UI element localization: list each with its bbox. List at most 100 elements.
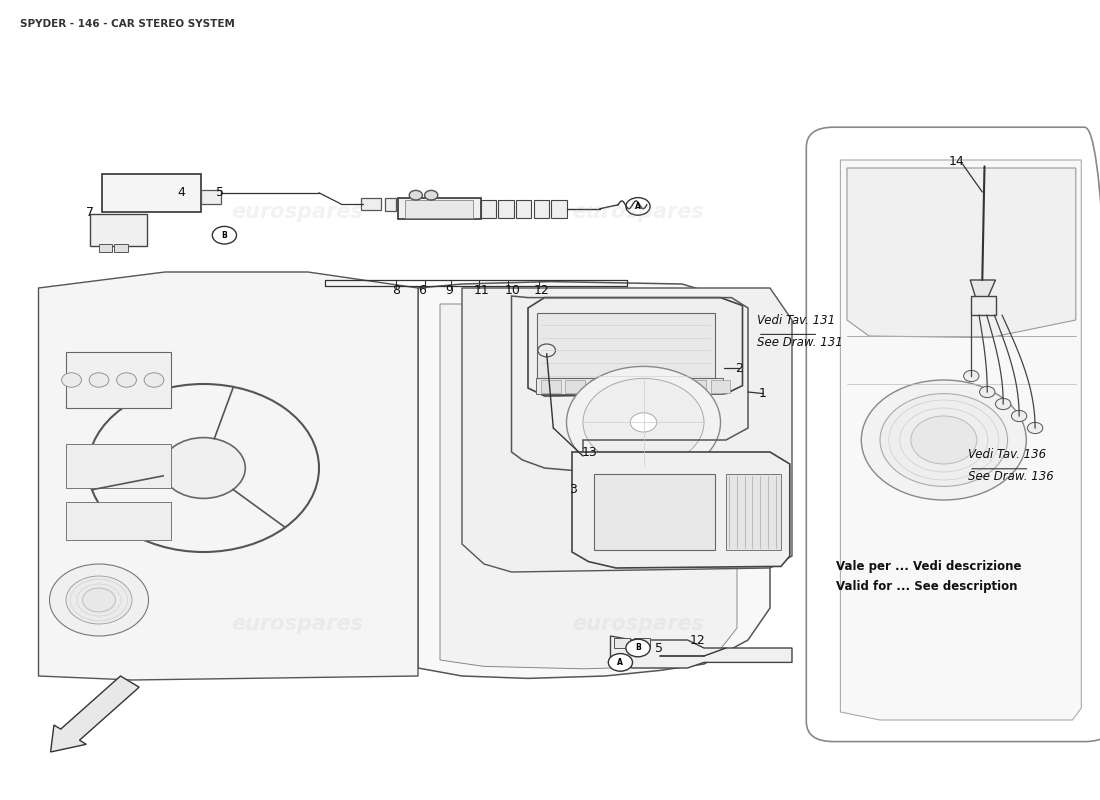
Circle shape [409,190,422,200]
Circle shape [880,394,1008,486]
Bar [565,380,585,393]
Text: Vedi Tav. 131: Vedi Tav. 131 [757,314,835,326]
Text: 14: 14 [949,155,965,168]
Bar [516,200,531,218]
Polygon shape [840,160,1081,720]
Text: B: B [221,230,228,240]
Circle shape [964,370,979,382]
Polygon shape [39,272,418,680]
Bar [385,198,396,211]
Circle shape [62,373,81,387]
Text: A: A [635,202,641,211]
Bar [971,296,996,315]
Text: 12: 12 [690,634,705,646]
Circle shape [608,654,632,671]
Bar [66,352,170,408]
Polygon shape [572,452,790,568]
Bar [398,198,481,219]
Circle shape [979,386,996,398]
Bar [102,174,201,212]
Bar [634,638,650,648]
Text: eurospares: eurospares [572,202,704,222]
Text: 13: 13 [582,446,597,458]
Circle shape [89,373,109,387]
Bar [498,200,514,218]
Polygon shape [528,298,742,396]
Circle shape [538,344,556,357]
Text: B: B [635,643,641,653]
Circle shape [566,366,720,478]
Bar [481,200,496,218]
Circle shape [212,226,236,244]
Circle shape [630,413,657,432]
Bar [99,244,112,252]
Polygon shape [970,280,996,298]
Bar [90,214,147,246]
Text: 5: 5 [654,642,663,654]
Bar [66,502,170,540]
Circle shape [82,588,116,612]
Bar [114,244,128,252]
Text: Valid for ... See description: Valid for ... See description [836,580,1018,593]
Text: A: A [617,658,624,667]
Text: Vedi Tav. 136: Vedi Tav. 136 [968,448,1046,461]
Text: 1: 1 [758,387,767,400]
Circle shape [117,373,136,387]
Text: 4: 4 [177,186,186,198]
Text: 12: 12 [534,284,549,297]
Bar [594,474,715,550]
Text: SPYDER - 146 - CAR STEREO SYSTEM: SPYDER - 146 - CAR STEREO SYSTEM [20,19,234,29]
Text: eurospares: eurospares [231,202,363,222]
Circle shape [66,576,132,624]
Text: 6: 6 [418,284,427,297]
Bar [662,380,682,393]
Circle shape [1027,422,1043,434]
Bar [201,190,221,204]
Bar [686,380,706,393]
Circle shape [425,190,438,200]
Text: Vale per ... Vedi descrizione: Vale per ... Vedi descrizione [836,560,1022,573]
Circle shape [162,438,245,498]
Bar [405,200,473,218]
Text: 3: 3 [569,483,578,496]
Circle shape [861,380,1026,500]
Bar [537,313,715,378]
Polygon shape [440,304,737,669]
Text: See Draw. 131: See Draw. 131 [757,336,843,349]
Bar [614,638,630,648]
Text: 10: 10 [505,284,520,297]
Text: See Draw. 136: See Draw. 136 [968,470,1054,483]
Text: eurospares: eurospares [231,614,363,634]
Bar [536,378,723,394]
Text: 5: 5 [216,186,224,198]
Circle shape [88,384,319,552]
Bar [590,380,609,393]
Bar [66,444,170,488]
Text: 9: 9 [444,284,453,297]
Circle shape [583,378,704,466]
Bar [614,380,634,393]
Circle shape [626,639,650,657]
Polygon shape [462,288,792,572]
Text: 11: 11 [474,284,490,297]
Polygon shape [610,636,792,668]
Bar [711,380,730,393]
Bar [551,200,566,218]
Text: eurospares: eurospares [572,614,704,634]
Bar [638,380,658,393]
Circle shape [50,564,148,636]
Text: 8: 8 [392,284,400,297]
Circle shape [911,416,977,464]
Bar [534,200,549,218]
Circle shape [626,198,650,215]
Polygon shape [847,168,1076,338]
Circle shape [144,373,164,387]
Bar [361,198,381,210]
Bar [726,474,781,550]
Circle shape [996,398,1011,410]
Polygon shape [418,282,770,678]
Circle shape [1012,410,1026,422]
FancyArrow shape [51,676,140,752]
Text: 7: 7 [86,206,95,218]
Bar [541,380,561,393]
